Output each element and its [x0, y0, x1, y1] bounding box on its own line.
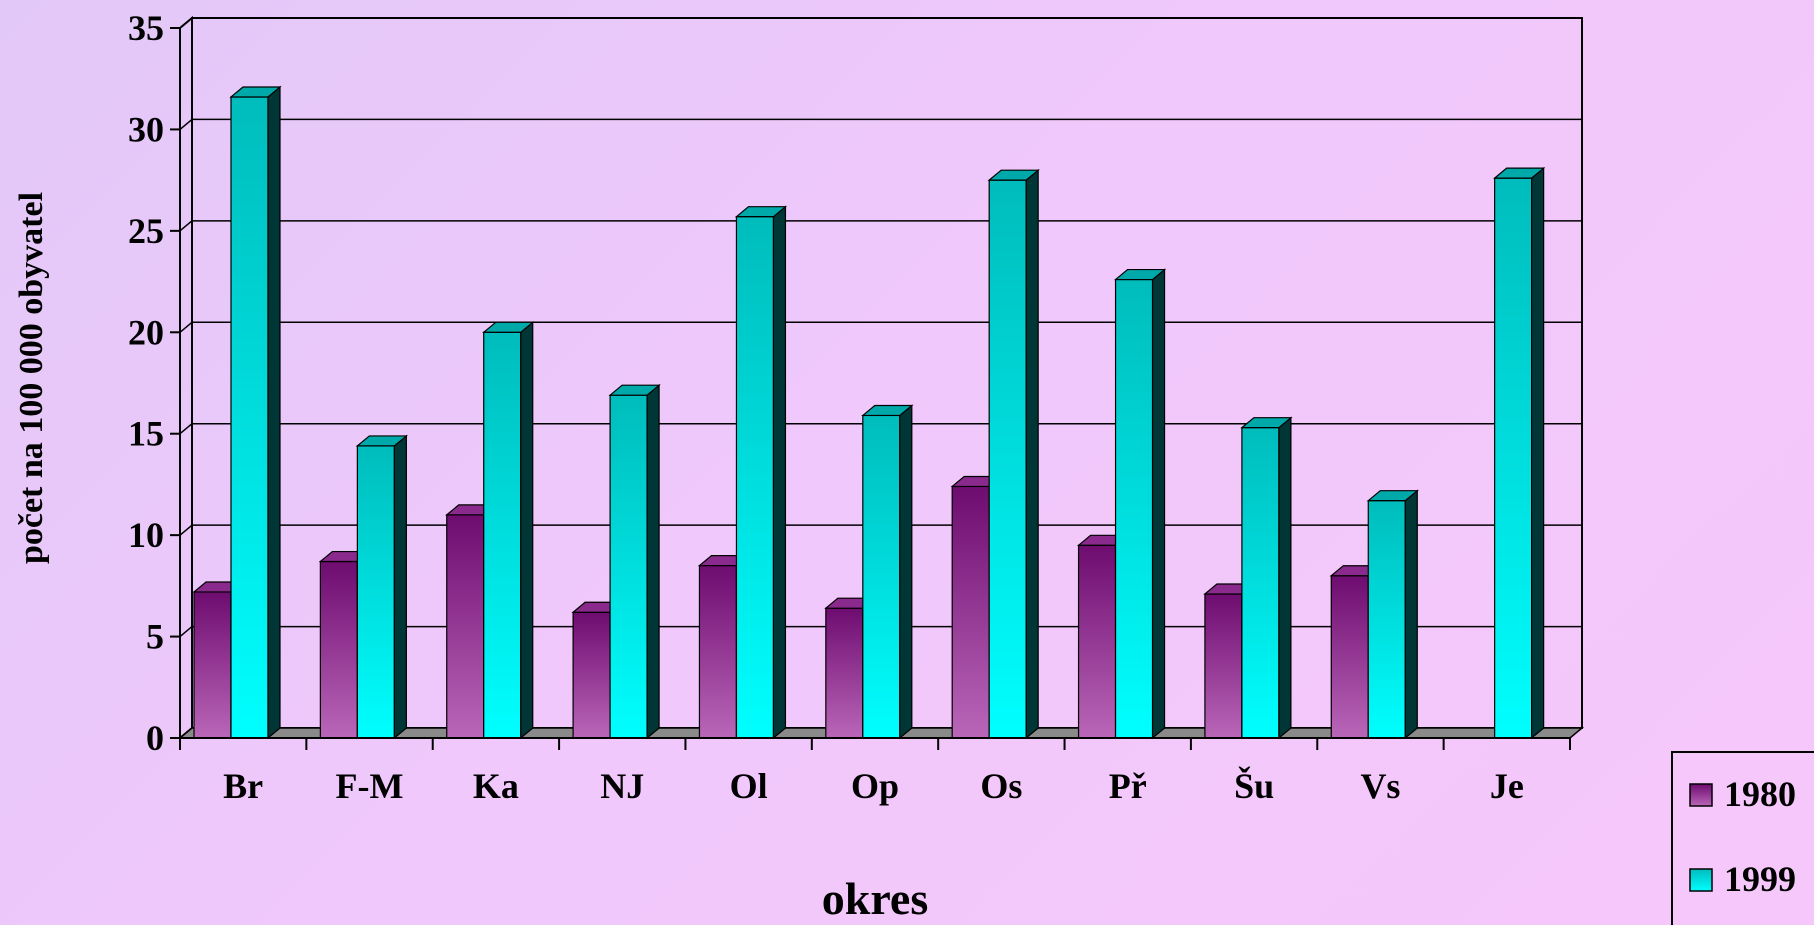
- y-tick-label: 30: [128, 109, 164, 149]
- y-tick-label: 20: [128, 312, 164, 352]
- bar-side: [1278, 416, 1292, 740]
- y-tick-label: 10: [128, 515, 164, 555]
- bar-top: [608, 384, 661, 396]
- y-axis-title: počet na 100 000 obyvatel: [13, 192, 50, 564]
- bar: [1492, 166, 1546, 740]
- bar-front: [951, 485, 990, 739]
- bar: [861, 404, 914, 740]
- x-tick-label: Os: [980, 766, 1022, 806]
- x-axis-ticks: Br F-M Ka NJ Ol Op Os Př Šu Vs Je: [179, 737, 1571, 806]
- bar-front: [1330, 575, 1369, 739]
- bar-front: [1204, 593, 1243, 739]
- x-tick-label: Op: [851, 766, 899, 806]
- bar-front: [698, 564, 738, 739]
- bar-top: [1492, 167, 1546, 179]
- bar-top: [1113, 268, 1167, 281]
- bar-side: [520, 321, 534, 740]
- bar-front: [230, 96, 269, 739]
- x-tick-label: Ol: [730, 766, 768, 806]
- bar-side: [1025, 168, 1039, 740]
- x-tick-label: Br: [223, 766, 263, 806]
- bar-side: [1531, 166, 1545, 740]
- x-tick-label: Př: [1109, 766, 1147, 806]
- gridline-side: [179, 423, 193, 435]
- bar-side: [1404, 489, 1418, 740]
- bar: [229, 85, 282, 740]
- bar-front: [446, 514, 485, 739]
- plot-bars: [192, 85, 1546, 740]
- legend-swatch: [1689, 868, 1713, 892]
- gridline-side: [179, 220, 193, 232]
- bar-top: [734, 206, 788, 218]
- legend-box: [1671, 751, 1814, 925]
- gridline-side: [179, 625, 193, 638]
- bar-front: [988, 179, 1027, 739]
- gridline-side: [179, 118, 193, 131]
- bar-side: [646, 383, 660, 740]
- x-tick-label: NJ: [600, 766, 644, 806]
- bar-side: [267, 85, 281, 740]
- gridline-side: [179, 321, 193, 333]
- bar-front: [1114, 278, 1154, 739]
- legend: 1980 1999: [1671, 751, 1814, 925]
- bar: [1240, 416, 1293, 740]
- bar-front: [356, 445, 395, 739]
- bar-front: [735, 216, 775, 739]
- x-axis-title: okres: [822, 873, 929, 924]
- bar-front: [1367, 500, 1406, 739]
- bar-front: [319, 560, 358, 739]
- bar-top: [1240, 417, 1293, 429]
- bar-side: [393, 434, 407, 740]
- x-tick-label: Šu: [1234, 766, 1274, 806]
- bar: [734, 205, 788, 740]
- bar: [355, 434, 409, 740]
- y-tick-label: 25: [128, 211, 164, 251]
- bar-side: [772, 205, 787, 740]
- x-tick-label: Vs: [1360, 766, 1400, 806]
- legend-label: 1980: [1724, 774, 1796, 814]
- legend-swatch: [1689, 783, 1713, 807]
- y-tick-label: 35: [128, 8, 164, 48]
- bar-front: [483, 331, 522, 739]
- x-tick-label: Je: [1490, 766, 1524, 806]
- bar: [608, 383, 661, 740]
- y-tick-label: 15: [128, 414, 164, 454]
- bar: [1366, 489, 1419, 740]
- bar: [987, 168, 1040, 740]
- y-axis-ticks: 0 5 10 15 20 25 30 35: [128, 8, 180, 758]
- plot-side-wall: [179, 15, 193, 741]
- x-tick-label: F-M: [336, 766, 404, 806]
- bar-top: [1366, 490, 1419, 502]
- x-tick-label: Ka: [473, 766, 519, 806]
- bar: [482, 321, 535, 740]
- bar-top: [987, 169, 1040, 181]
- bar-top: [482, 321, 535, 333]
- bar: [1113, 268, 1167, 740]
- bar-front: [1241, 427, 1280, 739]
- gridline-side: [179, 17, 193, 29]
- bar-side: [1151, 268, 1166, 740]
- bar-front: [609, 394, 648, 739]
- bar-top: [861, 404, 914, 417]
- bar-front: [1494, 177, 1533, 739]
- bar-front: [1077, 544, 1117, 739]
- bar-front: [572, 611, 611, 739]
- bar-front: [825, 607, 864, 739]
- legend-label: 1999: [1724, 859, 1796, 899]
- bar-top: [229, 86, 282, 98]
- y-tick-label: 5: [146, 617, 164, 657]
- y-tick-label: 0: [146, 718, 164, 758]
- bar-front: [193, 591, 232, 739]
- bar-top: [355, 435, 409, 447]
- bar-front: [862, 414, 901, 739]
- gridline-side: [179, 524, 193, 536]
- bar-side: [899, 404, 913, 740]
